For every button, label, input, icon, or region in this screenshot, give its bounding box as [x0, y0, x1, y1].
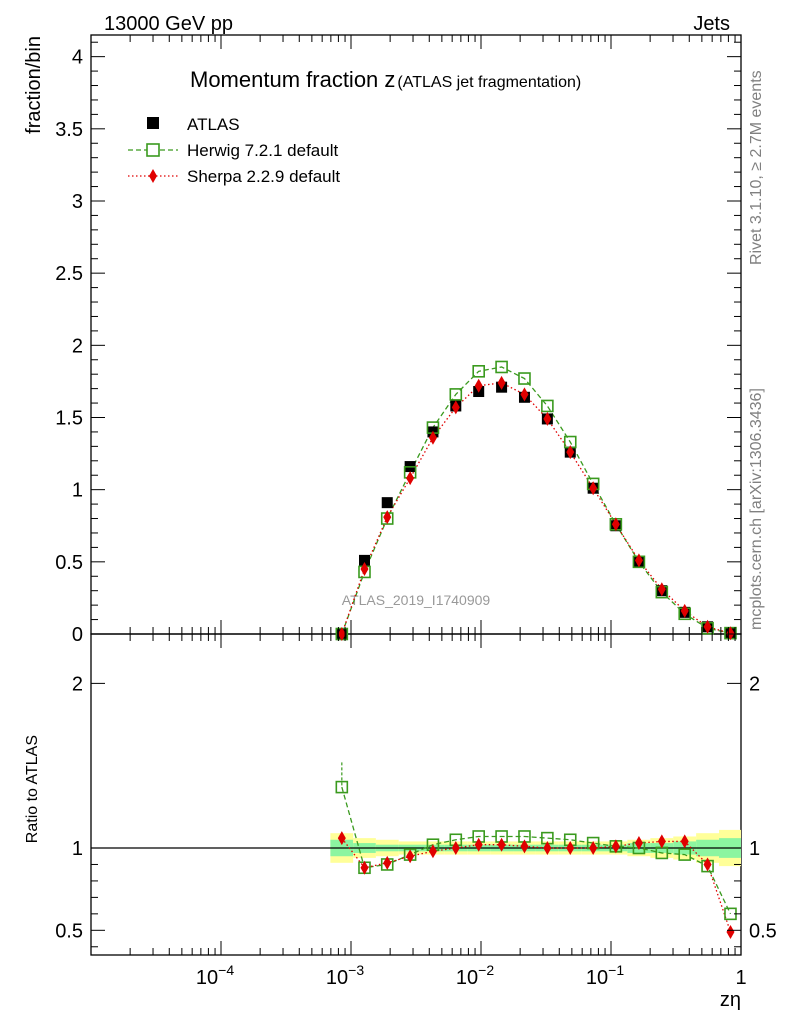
ratio-plot-frame — [90, 633, 742, 956]
sherpa-point — [474, 378, 483, 393]
sherpa-point — [566, 445, 575, 460]
chart-title-sub: (ATLAS jet fragmentation) — [397, 74, 581, 91]
sherpa-point — [451, 400, 460, 415]
sherpa-point — [703, 619, 712, 634]
legend-marker-sherpa — [149, 169, 157, 183]
header-right: Jets — [693, 13, 730, 35]
ratio-sherpa-point — [589, 841, 598, 855]
y-tick-label: 0.5 — [55, 552, 83, 574]
ratio-sherpa-point — [611, 839, 620, 854]
sherpa-point — [520, 387, 529, 402]
chart-title-main: Momentum fraction z — [190, 67, 395, 92]
ratio-y-axis-label: Ratio to ATLAS — [24, 735, 41, 843]
x-tick-label: 10−3 — [326, 962, 364, 989]
sherpa-line — [341, 382, 731, 635]
header-left: 13000 GeV pp — [104, 13, 233, 35]
ratio-sherpa-point — [497, 837, 506, 852]
ratio-sherpa-point — [680, 834, 689, 849]
x-tick-label: 10−4 — [196, 962, 234, 989]
y-tick-label: 1 — [72, 480, 83, 502]
legend-marker-herwig — [146, 143, 160, 157]
y-tick-label: 0 — [72, 624, 83, 646]
x-tick-label: 10−1 — [586, 962, 624, 989]
herwig-point — [541, 399, 554, 413]
y-tick-label: 4 — [72, 47, 83, 69]
ratio-tick-label-left: 1 — [72, 838, 83, 860]
ratio-sherpa-point — [543, 841, 552, 855]
mcplots-label: mcplots.cern.ch [arXiv:1306.3436] — [748, 388, 765, 630]
ratio-sherpa-point — [566, 841, 575, 855]
x-axis-label: zη — [720, 989, 741, 1011]
y-axis-label: fraction/bin — [23, 36, 45, 134]
sherpa-point — [360, 562, 369, 577]
x-tick-label: 10−2 — [456, 962, 494, 989]
sherpa-point — [383, 510, 392, 525]
sherpa-point — [611, 517, 620, 532]
ratio-sherpa-point — [726, 924, 735, 939]
ratio-sherpa-point — [703, 857, 712, 872]
ratio-tick-label-right: 0.5 — [749, 920, 777, 942]
chart-title: Momentum fraction z (ATLAS jet fragmentat… — [190, 67, 581, 92]
sherpa-point — [428, 430, 437, 445]
sherpa-point — [543, 411, 552, 426]
x-tick-label: 1 — [735, 967, 746, 989]
sherpa-point — [680, 603, 689, 618]
herwig-point — [518, 372, 531, 385]
ratio-sherpa-point — [383, 855, 392, 870]
ratio-sherpa-point — [657, 834, 666, 849]
y-tick-label: 1.5 — [55, 407, 83, 429]
main-plot — [335, 360, 737, 641]
legend: ATLAS Herwig 7.2.1 default Sherpa 2.2.9 … — [128, 115, 340, 186]
axes: 0 0.5 1 1.5 2 2.5 3 3.5 4 0.5 0.5 1 1 2 2 10−4 10−3 10−2 1… — [55, 35, 777, 989]
ratio-sherpa-point — [634, 836, 643, 851]
ratio-plot — [91, 762, 741, 939]
legend-marker-atlas — [147, 117, 159, 129]
sherpa-point — [406, 471, 415, 486]
y-tick-label: 2.5 — [55, 263, 83, 285]
y-tick-label: 3 — [72, 191, 83, 213]
sherpa-point — [497, 375, 506, 390]
ratio-tick-label-left: 2 — [72, 673, 83, 695]
sherpa-point — [634, 553, 643, 568]
ratio-herwig-line — [341, 786, 732, 915]
ratio-tick-label-left: 0.5 — [55, 920, 83, 942]
herwig-point — [449, 388, 463, 401]
ratio-sherpa-point — [451, 841, 460, 855]
legend-label-atlas: ATLAS — [187, 115, 240, 134]
ratio-tick-label-right: 2 — [749, 673, 760, 695]
y-tick-label: 3.5 — [55, 119, 83, 141]
herwig-point — [495, 360, 508, 374]
ratio-sherpa-point — [360, 860, 369, 875]
ratio-tick-label-right: 1 — [749, 838, 760, 860]
herwig-point — [472, 365, 485, 378]
ratio-sherpa-point — [406, 849, 415, 864]
atlas-point — [381, 497, 393, 509]
atlas-point — [358, 554, 370, 566]
analysis-watermark: ATLAS_2019_I1740909 — [342, 592, 491, 608]
sherpa-point — [337, 627, 346, 641]
sherpa-point — [657, 582, 666, 597]
ratio-sherpa-point — [520, 839, 529, 854]
ratio-sherpa-point — [474, 837, 483, 852]
ratio-sherpa-point — [428, 844, 437, 859]
legend-label-herwig: Herwig 7.2.1 default — [187, 141, 338, 160]
sherpa-point — [589, 481, 598, 496]
ratio-sherpa-point — [337, 831, 346, 846]
y-tick-label: 2 — [72, 335, 83, 357]
ratio-herwig-point — [335, 780, 349, 794]
legend-label-sherpa: Sherpa 2.2.9 default — [187, 167, 340, 186]
ratio-herwig-point — [678, 848, 692, 861]
rivet-label: Rivet 3.1.10, ≥ 2.7M events — [748, 70, 765, 265]
